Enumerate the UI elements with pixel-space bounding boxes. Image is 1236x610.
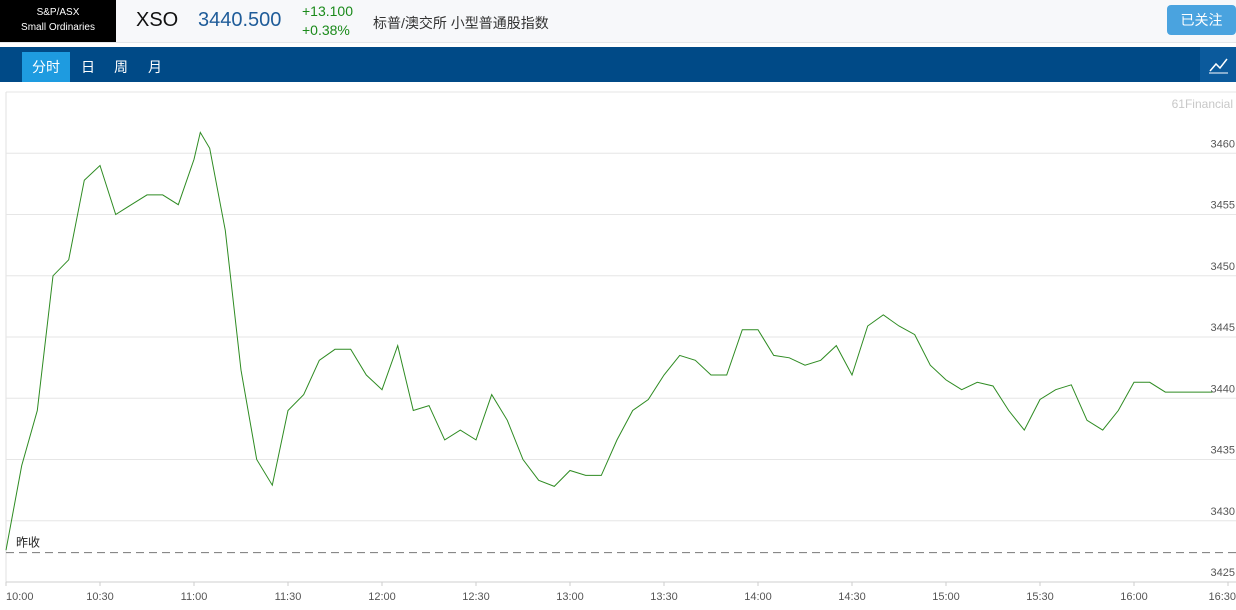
y-tick-label: 3435 bbox=[1211, 445, 1235, 457]
price-line bbox=[5, 131, 1213, 551]
x-tick-label: 11:00 bbox=[181, 591, 208, 603]
tab[interactable]: 分时 bbox=[22, 52, 70, 82]
y-tick-label: 3450 bbox=[1211, 261, 1235, 273]
x-tick-label: 16:30 bbox=[1208, 591, 1236, 603]
index-name: 标普/澳交所 小型普通股指数 bbox=[373, 15, 549, 31]
tab[interactable]: 周 bbox=[114, 59, 128, 75]
header: S&P/ASX Small Ordinaries XSO 3440.500 +13… bbox=[0, 0, 1236, 43]
x-tick-label: 14:30 bbox=[838, 591, 866, 603]
icon bbox=[1209, 58, 1228, 74]
x-tick-label: 13:30 bbox=[650, 591, 678, 603]
badge-line: S&P/ASX bbox=[36, 7, 80, 18]
tab-bar: 分时 日 周 月 bbox=[0, 47, 1236, 82]
y-tick-label: 3445 bbox=[1211, 322, 1235, 334]
change-pct: +0.38% bbox=[302, 22, 350, 38]
prev-close-label: 昨收 bbox=[16, 536, 40, 550]
symbol: XSO bbox=[136, 9, 179, 31]
price: 3440.500 bbox=[198, 9, 282, 31]
x-tick-label: 12:30 bbox=[462, 591, 490, 603]
index-badge: S&P/ASX Small Ordinaries bbox=[0, 0, 116, 42]
change: +13.100 bbox=[302, 3, 353, 19]
x-tick-label: 11:30 bbox=[275, 591, 302, 603]
x-tick-label: 10:30 bbox=[86, 591, 114, 603]
chart: 61Financial 3425 3430 3435 3440 3445 3450 3455… bbox=[5, 91, 1236, 603]
chart-icon[interactable] bbox=[1200, 47, 1236, 82]
y-tick-label: 3430 bbox=[1211, 506, 1235, 518]
y-tick-label: 3440 bbox=[1211, 383, 1235, 395]
x-tick-label: 16:00 bbox=[1120, 591, 1148, 603]
x-tick-label: 15:00 bbox=[932, 591, 960, 603]
x-tick-label: 13:00 bbox=[556, 591, 584, 603]
follow-button[interactable]: 已关注 bbox=[1167, 5, 1236, 35]
y-tick-label: 3455 bbox=[1211, 200, 1235, 212]
x-tick-label: 10:00 bbox=[6, 591, 34, 603]
y-tick-label: 3460 bbox=[1211, 138, 1235, 150]
x-tick-label: 15:30 bbox=[1026, 591, 1054, 603]
badge-line: Small Ordinaries bbox=[21, 22, 95, 33]
tab[interactable]: 日 bbox=[81, 59, 95, 75]
x-tick-label: 14:00 bbox=[744, 591, 772, 603]
tab[interactable]: 月 bbox=[148, 59, 162, 75]
watermark: 61Financial bbox=[1172, 97, 1233, 111]
y-tick-label: 3425 bbox=[1211, 567, 1235, 579]
x-tick-label: 12:00 bbox=[368, 591, 396, 603]
